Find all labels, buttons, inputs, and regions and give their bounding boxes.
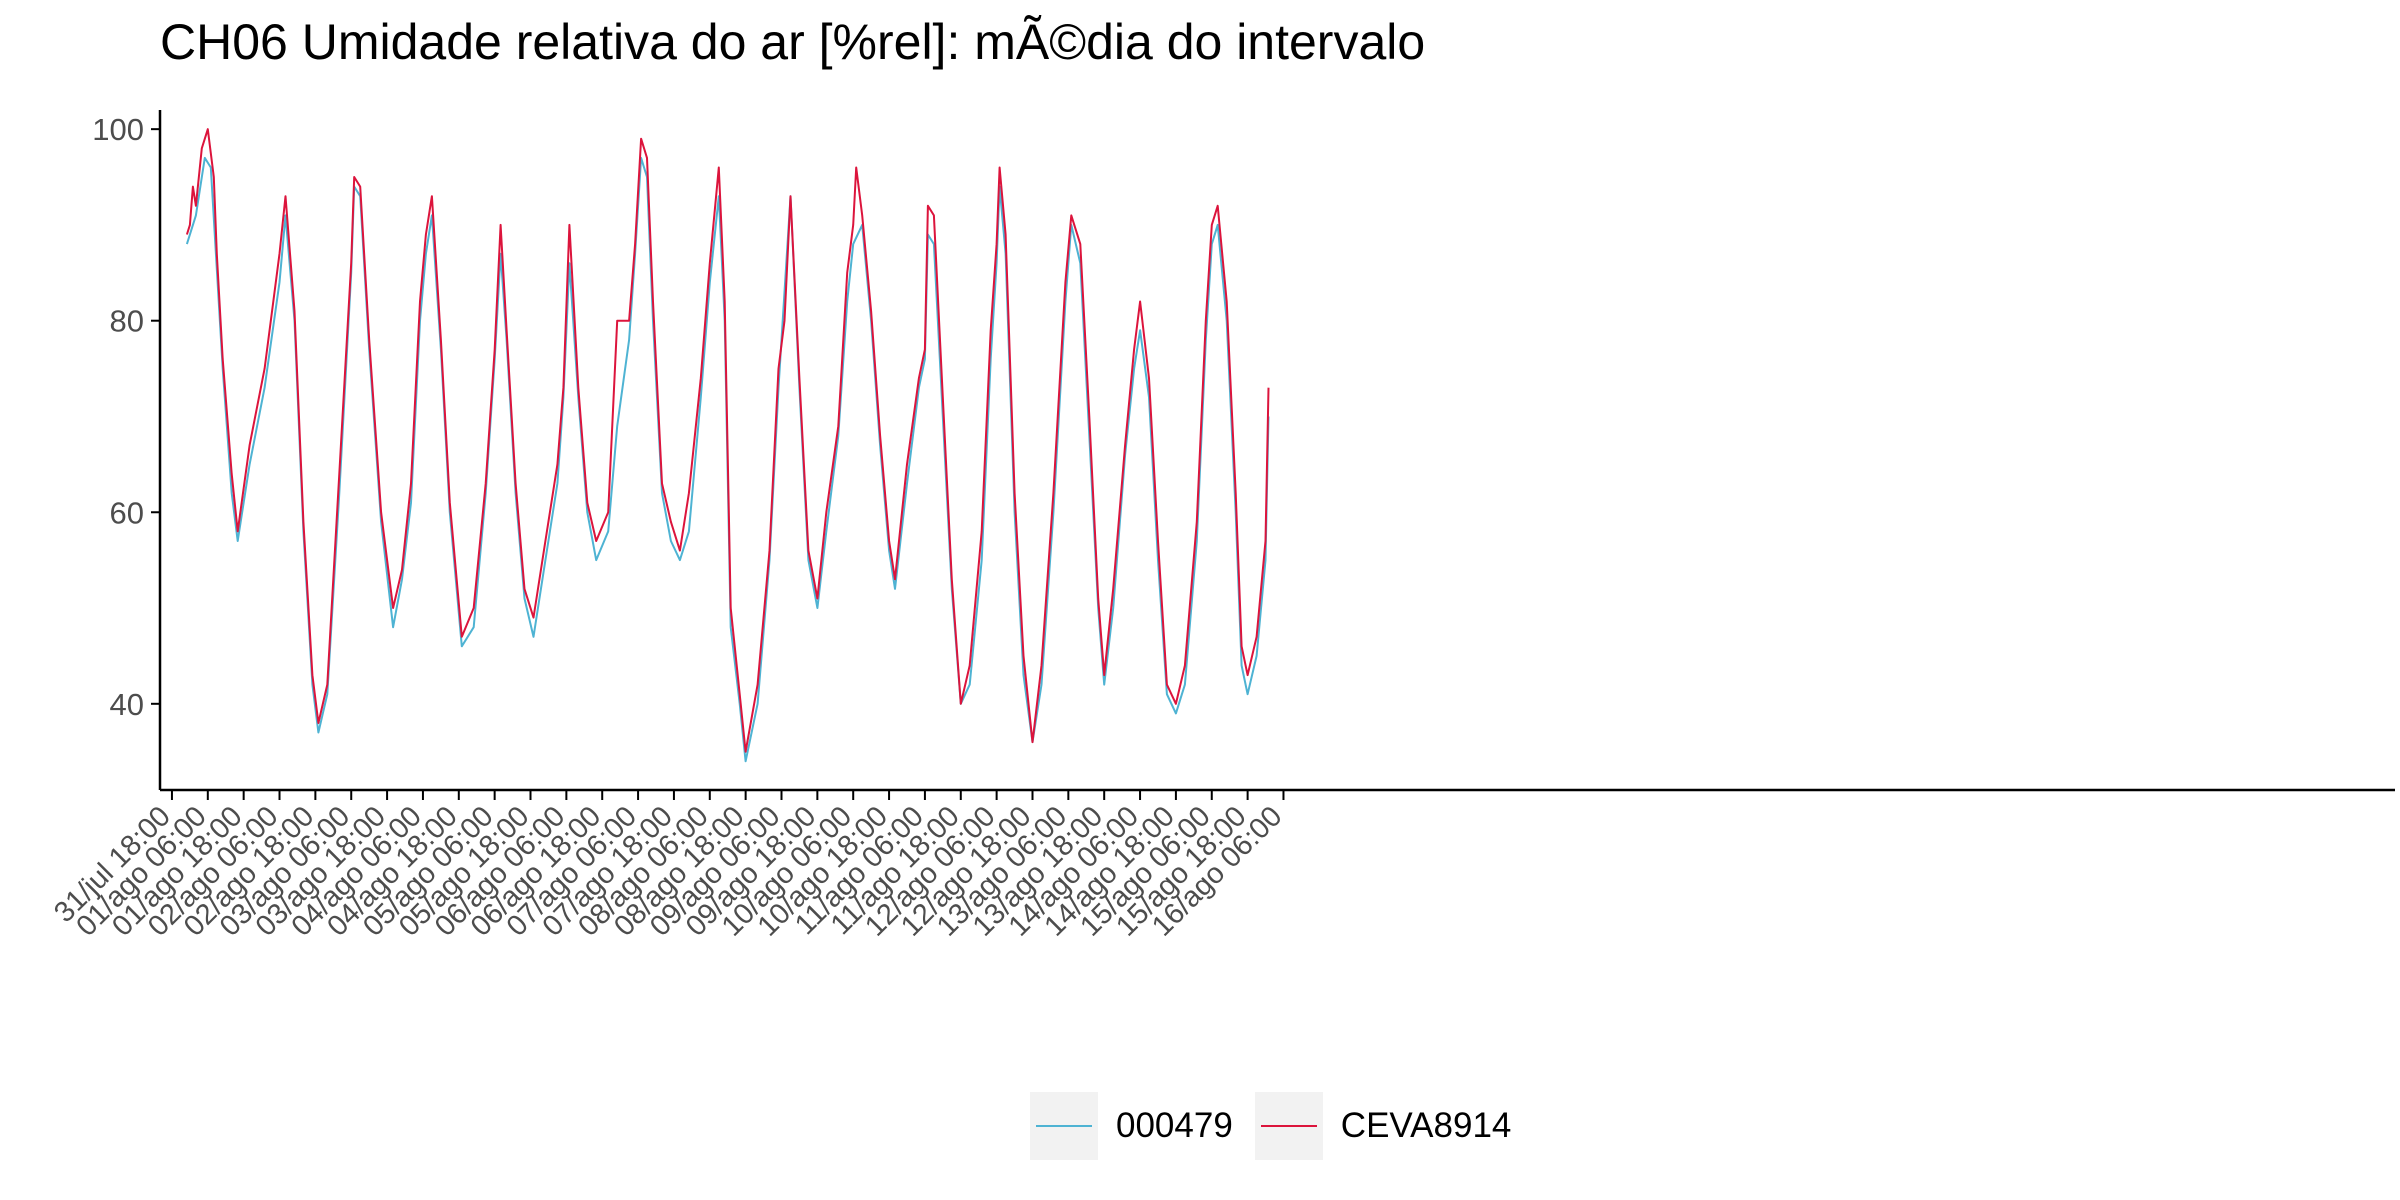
legend-item-ceva8914: CEVA8914 xyxy=(1254,1092,1512,1160)
y-tick-label: 40 xyxy=(110,687,144,722)
series-line-ceva8914 xyxy=(185,128,1270,753)
legend-label-000479: 000479 xyxy=(1116,1106,1233,1145)
legend: 000479 CEVA8914 xyxy=(1030,1090,1533,1162)
y-axis-ticks: 40 60 80 100 xyxy=(92,112,160,722)
legend-label-ceva8914: CEVA8914 xyxy=(1340,1106,1512,1145)
legend-item-000479: 000479 xyxy=(1030,1092,1233,1160)
chart-title: CH06 Umidade relativa do ar [%rel]: mÃ©d… xyxy=(160,14,1426,70)
legend-swatch-000479 xyxy=(1036,1125,1092,1127)
y-tick-label: 80 xyxy=(110,304,144,339)
legend-swatch-ceva8914 xyxy=(1260,1125,1317,1127)
legend-key-000479 xyxy=(1030,1092,1098,1160)
series-layer xyxy=(185,128,1270,763)
y-tick-label: 60 xyxy=(110,495,144,530)
legend-key-ceva8914 xyxy=(1254,1092,1323,1160)
y-tick-label: 100 xyxy=(92,112,144,147)
